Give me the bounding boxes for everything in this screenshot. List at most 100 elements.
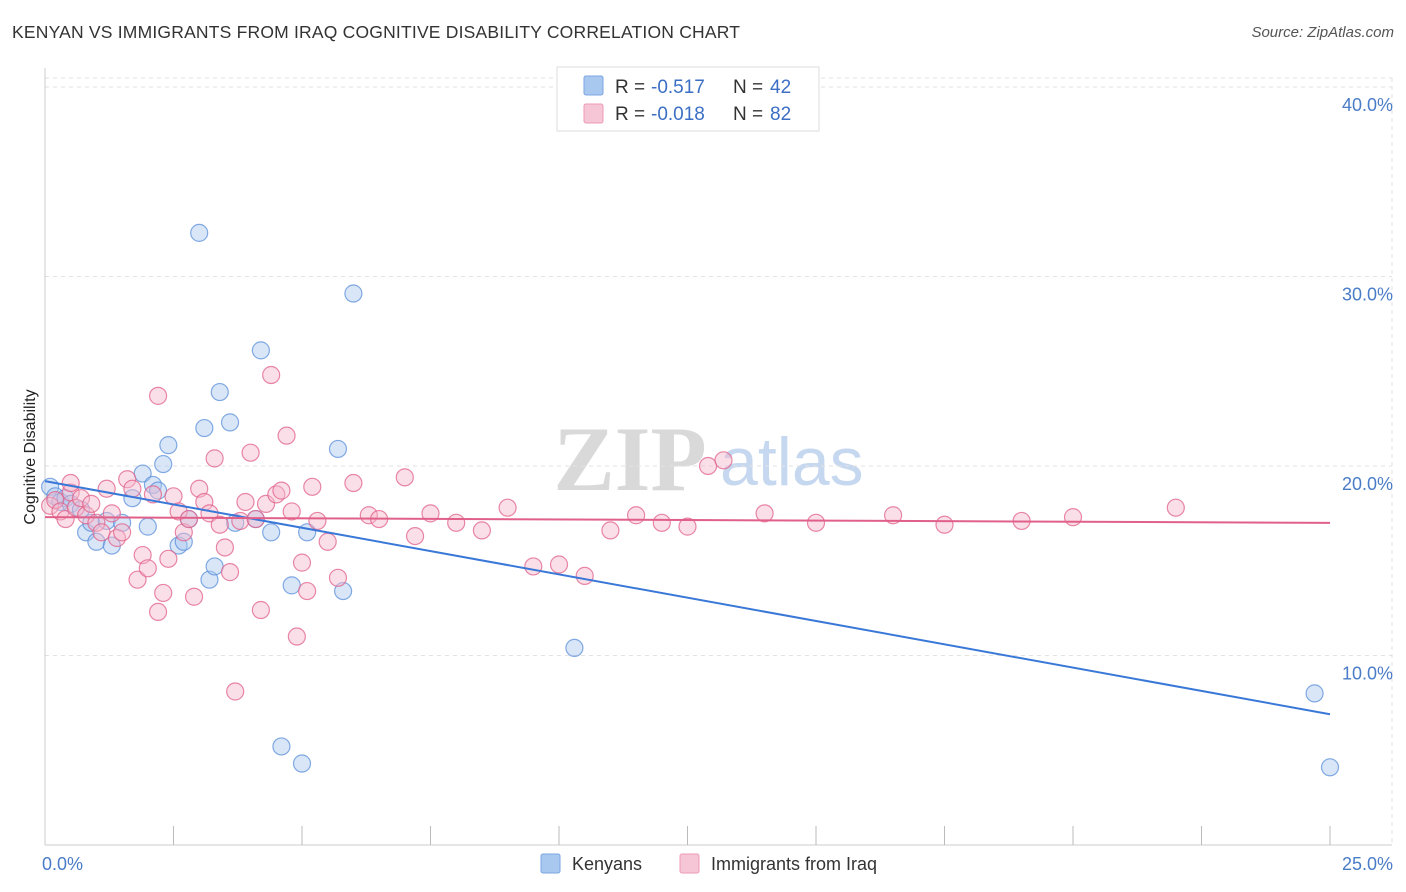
kenyan-point bbox=[272, 737, 291, 756]
iraq-point bbox=[292, 553, 312, 572]
iraq-point bbox=[395, 468, 414, 487]
kenyan-trend-line bbox=[44, 480, 1331, 716]
iraq-point bbox=[806, 513, 826, 532]
iraq-point bbox=[287, 627, 306, 646]
iraq-point bbox=[112, 523, 132, 542]
kenyan-point bbox=[251, 341, 270, 360]
legend-label-kenyans: Kenyans bbox=[572, 854, 642, 874]
iraq-point bbox=[118, 470, 137, 489]
kenyan-point bbox=[210, 382, 229, 402]
iraq-point bbox=[282, 502, 301, 521]
iraq-trend-line bbox=[44, 516, 1331, 524]
stats-n-value-0: 42 bbox=[770, 77, 791, 98]
iraq-point bbox=[447, 513, 466, 532]
iraq-point bbox=[755, 504, 774, 523]
iraq-point bbox=[251, 600, 270, 620]
iraq-point bbox=[87, 513, 106, 532]
iraq-point bbox=[159, 549, 178, 568]
iraq-point bbox=[1166, 498, 1185, 517]
x-tick-label-max: 25.0% bbox=[1342, 854, 1393, 874]
iraq-point bbox=[82, 494, 101, 513]
kenyan-point bbox=[174, 532, 193, 551]
iraq-point bbox=[179, 509, 199, 529]
stats-n-value-1: 82 bbox=[770, 104, 791, 125]
kenyan-point bbox=[143, 475, 163, 495]
y-axis-label: Cognitive Disability bbox=[22, 389, 39, 524]
iraq-point bbox=[328, 568, 348, 587]
iraq-point bbox=[303, 477, 322, 496]
iraq-point bbox=[56, 509, 75, 529]
iraq-point bbox=[344, 473, 363, 493]
iraq-point bbox=[308, 511, 327, 531]
kenyan-point bbox=[282, 576, 301, 595]
data-points bbox=[41, 223, 1340, 777]
kenyan-point bbox=[159, 436, 178, 455]
iraq-point bbox=[77, 506, 96, 525]
iraq-point bbox=[714, 451, 733, 470]
iraq-point bbox=[169, 502, 188, 521]
legend-label-iraq: Immigrants from Iraq bbox=[711, 854, 877, 874]
iraq-point bbox=[421, 504, 440, 523]
kenyan-point bbox=[154, 454, 173, 474]
iraq-point bbox=[220, 563, 240, 582]
iraq-point bbox=[277, 426, 296, 445]
iraq-point bbox=[1063, 508, 1083, 527]
iraq-point bbox=[128, 570, 147, 589]
y-tick-label: 40.0% bbox=[1342, 95, 1393, 115]
iraq-point bbox=[318, 532, 337, 551]
iraq-point bbox=[71, 489, 91, 508]
iraq-point bbox=[883, 506, 903, 525]
iraq-point bbox=[66, 498, 85, 517]
iraq-point bbox=[143, 485, 163, 504]
iraq-point bbox=[61, 473, 80, 493]
kenyan-point bbox=[328, 439, 348, 459]
watermark-zip: ZIP bbox=[553, 408, 706, 510]
kenyan-point bbox=[292, 754, 312, 773]
iraq-point bbox=[405, 526, 425, 546]
kenyan-point bbox=[1305, 684, 1324, 703]
stats-r-value-1: -0.018 bbox=[651, 104, 705, 125]
iraq-point bbox=[241, 443, 260, 462]
iraq-point bbox=[575, 566, 594, 585]
iraq-point bbox=[107, 528, 127, 548]
iraq-point bbox=[698, 456, 718, 476]
iraq-point bbox=[215, 538, 234, 557]
kenyan-point bbox=[195, 418, 214, 438]
iraq-point bbox=[524, 557, 543, 576]
iraq-point bbox=[678, 517, 697, 536]
iraq-point bbox=[652, 513, 671, 532]
legend-swatch-kenyans bbox=[540, 853, 561, 874]
iraq-point bbox=[226, 682, 245, 701]
y-tick-label: 30.0% bbox=[1342, 284, 1393, 304]
kenyan-point bbox=[87, 532, 106, 551]
x-tick-label-min: 0.0% bbox=[42, 854, 83, 874]
iraq-point bbox=[41, 496, 60, 515]
kenyan-point bbox=[138, 517, 157, 536]
iraq-point bbox=[148, 386, 168, 405]
iraq-point bbox=[148, 602, 168, 622]
axes: 10.0% 20.0% 30.0% 40.0% 0.0% 25.0% bbox=[42, 68, 1393, 874]
iraq-point bbox=[498, 498, 517, 517]
iraq-point bbox=[138, 559, 157, 578]
stats-legend: R = -0.517 N = 42 R = -0.018 N = 82 bbox=[556, 66, 820, 132]
kenyan-point bbox=[262, 523, 281, 542]
kenyan-point bbox=[190, 223, 209, 242]
kenyan-point bbox=[344, 284, 363, 303]
iraq-point bbox=[92, 523, 111, 542]
iraq-point bbox=[601, 521, 620, 540]
stats-swatch-kenyans bbox=[583, 75, 604, 96]
y-tick-label: 10.0% bbox=[1342, 663, 1393, 683]
stats-r-label-0: R = bbox=[615, 77, 645, 98]
iraq-point bbox=[46, 490, 65, 510]
chart-source: Source: ZipAtlas.com bbox=[1251, 24, 1394, 41]
iraq-point bbox=[164, 487, 183, 506]
iraq-point bbox=[154, 583, 173, 603]
iraq-point bbox=[298, 581, 317, 601]
watermark-atlas: atlas bbox=[720, 424, 864, 500]
kenyan-point bbox=[205, 557, 224, 576]
stats-r-label-1: R = bbox=[615, 104, 645, 125]
iraq-point bbox=[472, 521, 491, 540]
iraq-point bbox=[626, 506, 646, 525]
kenyan-point bbox=[565, 638, 584, 658]
